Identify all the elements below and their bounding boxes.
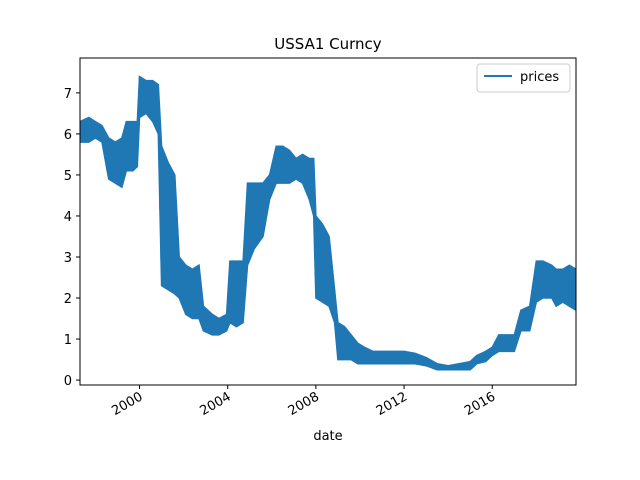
legend: prices	[476, 63, 571, 93]
series-layer	[80, 75, 576, 371]
y-tick-label: 2	[64, 292, 72, 307]
chart-title: USSA1 Curncy	[274, 35, 382, 53]
x-axis: 2000 2004 2008 2012 2016	[109, 385, 498, 419]
x-tick-label: 2016	[462, 389, 498, 419]
x-axis-label: date	[313, 429, 342, 444]
x-tick-label: 2000	[109, 389, 145, 419]
x-tick-label: 2012	[374, 389, 410, 419]
y-tick-label: 3	[64, 251, 72, 266]
y-tick-label: 1	[64, 333, 72, 348]
series-prices-line	[80, 76, 576, 370]
y-tick-label: 6	[64, 128, 72, 143]
y-tick-label: 4	[64, 210, 72, 225]
legend-box	[476, 63, 571, 93]
x-tick-label: 2004	[198, 389, 234, 419]
legend-label-prices: prices	[520, 70, 559, 85]
series-prices-envelope	[80, 75, 576, 371]
plot-border	[79, 57, 577, 386]
x-tick-label: 2008	[286, 389, 322, 419]
plot-area	[79, 57, 577, 386]
y-tick-label: 5	[64, 169, 72, 184]
y-axis: 0 1 2 3 4 5 6 7	[64, 87, 80, 389]
y-tick-label: 0	[64, 374, 72, 389]
y-tick-label: 7	[64, 87, 72, 102]
